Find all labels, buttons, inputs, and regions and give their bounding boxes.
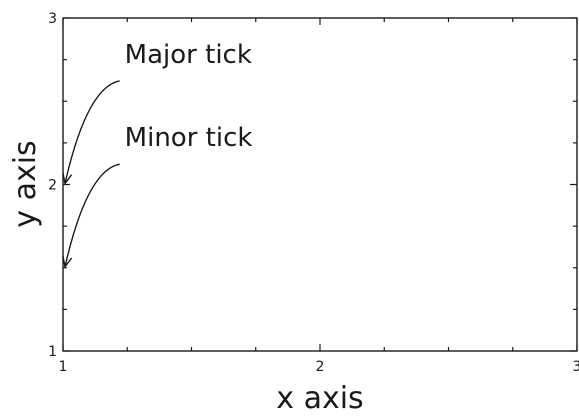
x-tick-label: 1 (59, 359, 68, 375)
y-tick-label: 1 (48, 344, 57, 360)
annotation-arrow (64, 80, 120, 184)
x-tick-label: 2 (316, 359, 325, 375)
y-tick-label: 3 (48, 11, 57, 27)
annotation-arrow (64, 163, 120, 267)
annotations-layer: Major tick Minor tick (62, 40, 253, 269)
x-tick-label: 3 (573, 359, 579, 375)
annotation-label: Major tick (125, 40, 252, 70)
annotation-label: Minor tick (125, 123, 253, 153)
tick-labels-layer: 1 2 3 1 2 3 (48, 11, 579, 375)
y-tick-label: 2 (48, 178, 57, 194)
annotation-arrowhead (62, 255, 73, 269)
annotation-arrowhead (62, 172, 73, 186)
x-axis-label: x axis (276, 381, 363, 413)
plot-frame (62, 17, 578, 352)
y-axis-label: y axis (8, 140, 43, 227)
